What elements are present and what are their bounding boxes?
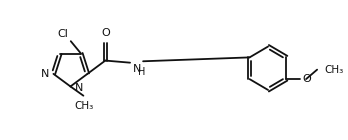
Text: H: H (138, 67, 145, 77)
Text: N: N (75, 82, 84, 93)
Text: CH₃: CH₃ (74, 101, 93, 111)
Text: CH₃: CH₃ (325, 65, 344, 75)
Text: Cl: Cl (58, 29, 69, 39)
Text: N: N (41, 69, 49, 79)
Text: N: N (133, 64, 141, 74)
Text: O: O (303, 74, 311, 84)
Text: O: O (101, 28, 110, 38)
